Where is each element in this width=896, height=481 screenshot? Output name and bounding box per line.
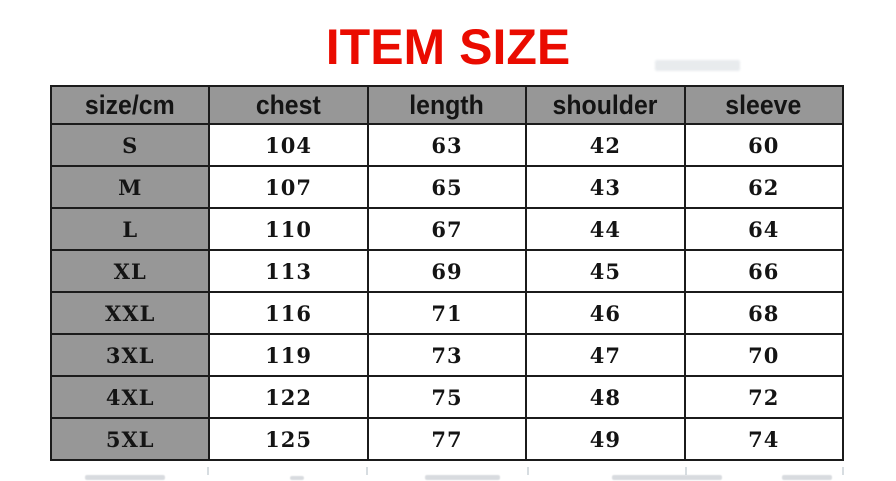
cell-length: 65 [366, 165, 528, 209]
cell-sleeve: 60 [683, 123, 845, 167]
table-edge-remnant [366, 467, 368, 475]
cell-length: 63 [366, 123, 528, 167]
cell-chest: 110 [208, 207, 369, 251]
cell-chest: 107 [208, 165, 369, 209]
cell-length: 77 [366, 417, 528, 461]
cropped-text-remnant [290, 476, 304, 480]
cell-chest: 119 [208, 333, 369, 377]
cell-length: 69 [366, 249, 528, 293]
watermark-remnant [655, 60, 740, 71]
cell-length: 75 [366, 375, 528, 419]
table-edge-remnant [207, 467, 209, 475]
column-header-chest: chest [208, 85, 369, 125]
table-edge-remnant [685, 467, 687, 475]
table-body: S 104 63 42 60 M 107 65 43 62 L 110 67 4… [49, 123, 845, 461]
table-header: size/cm chest length shoulder sleeve [49, 85, 845, 125]
cell-sleeve: 64 [683, 207, 845, 251]
size-label: XXL [49, 291, 211, 335]
cell-shoulder: 47 [525, 333, 686, 377]
table-row-xl: XL 113 69 45 66 [49, 249, 845, 293]
cell-shoulder: 42 [525, 123, 686, 167]
cell-chest: 116 [208, 291, 369, 335]
size-table: size/cm chest length shoulder sleeve S 1… [49, 85, 845, 461]
size-label: 5XL [49, 417, 211, 461]
cell-chest: 104 [208, 123, 369, 167]
cell-sleeve: 62 [683, 165, 845, 209]
table-row-xxl: XXL 116 71 46 68 [49, 291, 845, 335]
cell-shoulder: 45 [525, 249, 686, 293]
column-header-length: length [366, 85, 528, 125]
size-label: 4XL [49, 375, 211, 419]
cropped-text-remnant [612, 475, 722, 480]
cell-sleeve: 70 [683, 333, 845, 377]
cell-length: 67 [366, 207, 528, 251]
cell-chest: 125 [208, 417, 369, 461]
cell-shoulder: 46 [525, 291, 686, 335]
cell-chest: 113 [208, 249, 369, 293]
table-row-3xl: 3XL 119 73 47 70 [49, 333, 845, 377]
table-row-l: L 110 67 44 64 [49, 207, 845, 251]
cell-sleeve: 72 [683, 375, 845, 419]
cell-sleeve: 66 [683, 249, 845, 293]
table-edge-remnant [527, 467, 529, 475]
cell-chest: 122 [208, 375, 369, 419]
cell-length: 71 [366, 291, 528, 335]
cell-shoulder: 49 [525, 417, 686, 461]
size-label: M [49, 165, 211, 209]
cropped-text-remnant [782, 475, 832, 480]
size-label: 3XL [49, 333, 211, 377]
cropped-text-remnant [425, 475, 500, 480]
table-row-m: M 107 65 43 62 [49, 165, 845, 209]
cell-length: 73 [366, 333, 528, 377]
table-row-s: S 104 63 42 60 [49, 123, 845, 167]
column-header-shoulder: shoulder [525, 85, 686, 125]
cell-sleeve: 74 [683, 417, 845, 461]
cell-shoulder: 48 [525, 375, 686, 419]
size-label: L [49, 207, 211, 251]
header-row: size/cm chest length shoulder sleeve [49, 85, 845, 125]
column-header-sleeve: sleeve [683, 85, 845, 125]
page-title: ITEM SIZE [325, 19, 571, 75]
table-row-4xl: 4XL 122 75 48 72 [49, 375, 845, 419]
size-label: XL [49, 249, 211, 293]
size-label: S [49, 123, 211, 167]
cell-shoulder: 43 [525, 165, 686, 209]
cropped-text-remnant [85, 475, 165, 480]
cell-shoulder: 44 [525, 207, 686, 251]
cell-sleeve: 68 [683, 291, 845, 335]
table-edge-remnant [842, 467, 844, 475]
table-row-5xl: 5XL 125 77 49 74 [49, 417, 845, 461]
column-header-size: size/cm [49, 85, 211, 125]
